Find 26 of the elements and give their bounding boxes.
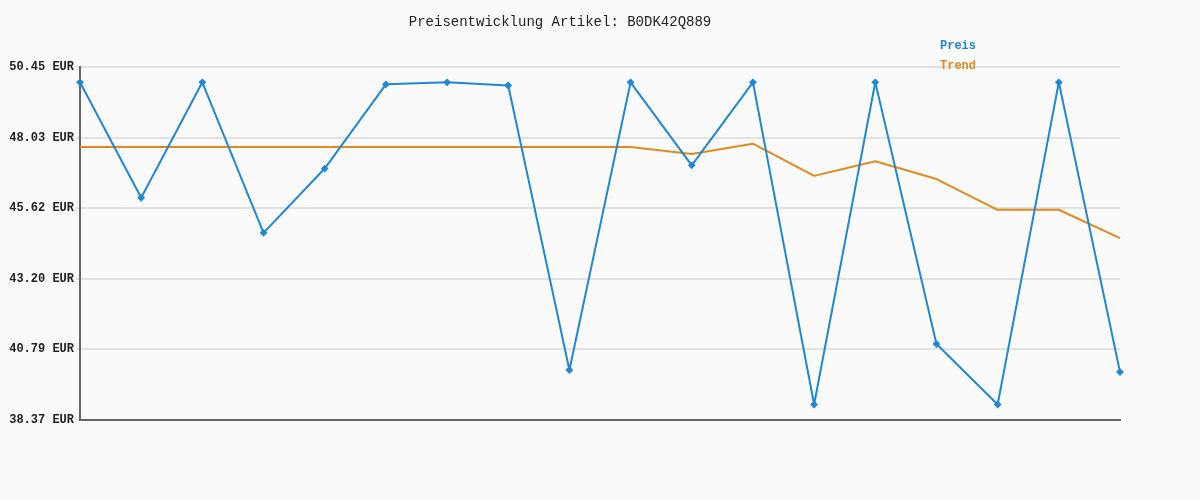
y-tick-label: 38.37 EUR [9, 413, 75, 428]
point [443, 78, 451, 86]
point [810, 401, 818, 408]
point [871, 78, 879, 86]
point [321, 165, 329, 173]
point [627, 78, 635, 86]
y-tick-label: 43.20 EUR [9, 271, 75, 286]
point [504, 82, 512, 90]
point [382, 80, 390, 88]
y-tick-label: 45.62 EUR [9, 201, 75, 216]
point [1055, 78, 1063, 86]
y-tick-label: 48.03 EUR [9, 130, 75, 145]
point [688, 161, 696, 169]
point [932, 340, 940, 348]
text: Preis [940, 38, 977, 55]
chart-title: Preisentwicklung Artikel: B0DK42Q889 [408, 14, 712, 31]
text: Trend [940, 58, 977, 75]
point [76, 78, 84, 86]
y-tick-label: 40.79 EUR [9, 342, 75, 357]
point [994, 401, 1002, 408]
point [749, 78, 757, 86]
point [260, 229, 268, 237]
point [565, 366, 573, 374]
point [198, 78, 206, 86]
point [137, 194, 145, 202]
y-tick-label: 50.45 EUR [9, 59, 75, 74]
